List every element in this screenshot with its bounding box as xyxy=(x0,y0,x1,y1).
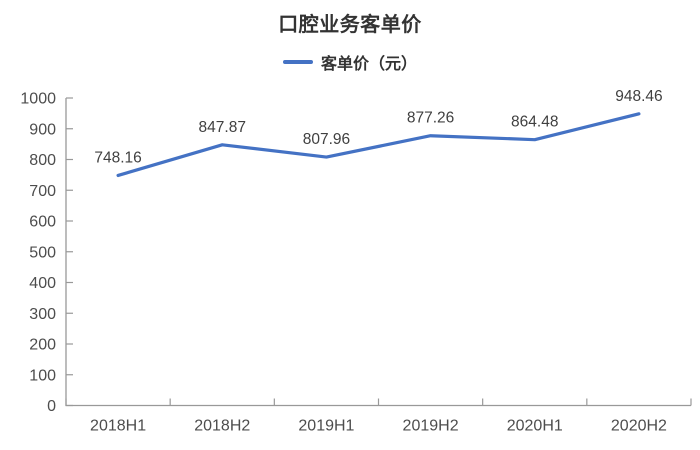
data-point-label: 877.26 xyxy=(407,110,454,127)
y-axis-tick-label: 700 xyxy=(29,183,56,200)
x-axis-tick-label: 2019H2 xyxy=(403,418,459,435)
series-line xyxy=(116,112,641,178)
x-axis-tick-label: 2020H1 xyxy=(507,418,563,435)
data-point-label: 864.48 xyxy=(511,114,558,131)
y-axis-tick-label: 900 xyxy=(29,121,56,138)
y-axis-tick-label: 400 xyxy=(29,275,56,292)
y-axis-tick-label: 100 xyxy=(29,367,56,384)
y-axis-tick-label: 200 xyxy=(29,337,56,354)
y-axis-tick-label: 500 xyxy=(29,244,56,261)
legend-item-label: 客单价（元） xyxy=(320,56,417,73)
x-axis-tick-label: 2020H2 xyxy=(611,418,667,435)
y-axis-tick-label: 1000 xyxy=(20,91,56,108)
y-axis-tick-label: 300 xyxy=(29,306,56,323)
data-point-label: 847.87 xyxy=(199,119,246,136)
data-point-label: 748.16 xyxy=(94,149,141,166)
x-axis-tick-label: 2019H1 xyxy=(298,418,354,435)
data-point-label: 948.46 xyxy=(615,88,662,105)
legend: 客单价（元） xyxy=(0,50,700,74)
y-axis-tick-label: 800 xyxy=(29,152,56,169)
axis-lines xyxy=(65,98,691,407)
legend-line-icon xyxy=(282,60,313,64)
y-axis-tick-label: 0 xyxy=(47,398,56,415)
y-axis-tick-label: 600 xyxy=(29,214,56,231)
x-axis-tick-label: 2018H1 xyxy=(90,418,146,435)
chart-title: 口腔业务客单价 xyxy=(278,14,422,36)
x-axis-tick-label: 2018H2 xyxy=(194,418,250,435)
data-point-label: 807.96 xyxy=(303,131,350,148)
